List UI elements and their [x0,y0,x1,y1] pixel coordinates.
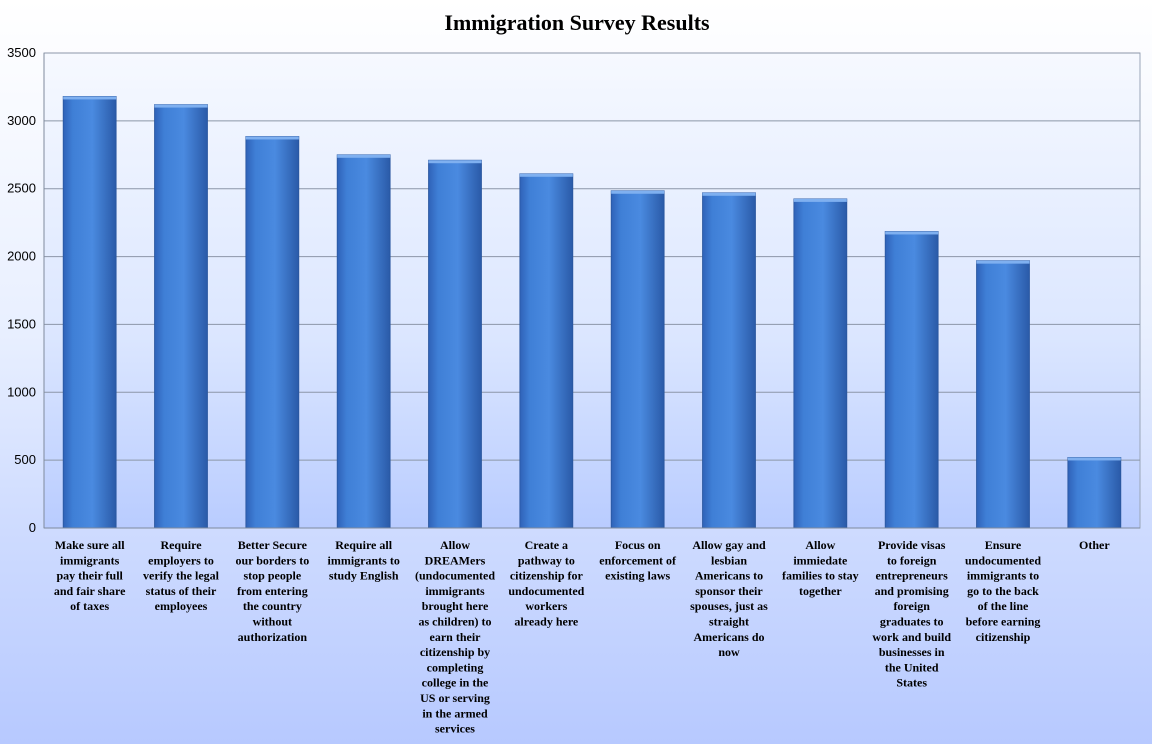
chart-title: Immigration Survey Results [444,10,710,35]
x-tick-label: Focus on enforcement of existing laws [599,538,677,583]
y-tick-label: 2500 [7,181,36,196]
bar-highlight [154,104,208,108]
x-tick-label: Allow DREAMers (undocumented immigrants brou… [415,538,495,736]
x-tick-label: Other [1079,538,1110,552]
y-tick-label: 1500 [7,316,36,331]
x-tick-label: Require employers to verify the legal statu… [143,538,220,613]
bar-highlight [793,198,847,202]
bar [62,96,117,529]
bar-highlight [611,190,665,194]
y-tick-label: 500 [14,452,36,467]
bar [610,190,665,529]
bar-highlight [976,260,1030,264]
x-tick-label: Better Secure our borders to stop people fr… [235,538,309,644]
bar-highlight [1067,457,1121,461]
bar [336,154,391,529]
bar [519,173,574,529]
x-tick-label: Ensure undocumented immigrants to go to the… [965,538,1041,644]
bar-highlight [63,96,117,100]
y-tick-label: 3000 [7,113,36,128]
bar-highlight [245,136,299,140]
y-axis: 0 500 1000 1500 2000 2500 3000 3500 [7,45,36,535]
x-tick-label: Allow gay and lesbian Americans to sponsor … [690,538,768,659]
bar [793,198,848,529]
bar-highlight [428,160,482,164]
gridlines [44,52,1140,461]
bar [245,136,300,529]
bar [884,231,939,529]
x-tick-label: Require all immigrants to study English [328,538,400,583]
bar-highlight [519,173,573,177]
plot-area [43,52,1141,529]
bar [1067,457,1122,529]
x-tick-label: Provide visas to foreign entrepreneurs and … [872,538,951,690]
y-tick-label: 3500 [7,45,36,60]
y-tick-label: 1000 [7,384,36,399]
bar [428,159,482,529]
x-tick-label: Make sure all immigrants pay their full and… [54,538,126,613]
bar [702,192,756,529]
bar [154,104,208,529]
y-tick-label: 2000 [7,249,36,264]
bar-highlight [885,231,939,235]
bar [976,260,1030,529]
x-tick-label: Allow immiedate families to stay together [782,538,859,598]
bar-highlight [337,154,391,158]
bar-highlight [702,192,756,196]
bars [62,96,1122,529]
x-axis: Make sure all immigrants pay their full and… [54,538,1110,736]
x-tick-label: Create a pathway to citizenship for undocum… [508,538,584,629]
y-tick-label: 0 [29,520,36,535]
